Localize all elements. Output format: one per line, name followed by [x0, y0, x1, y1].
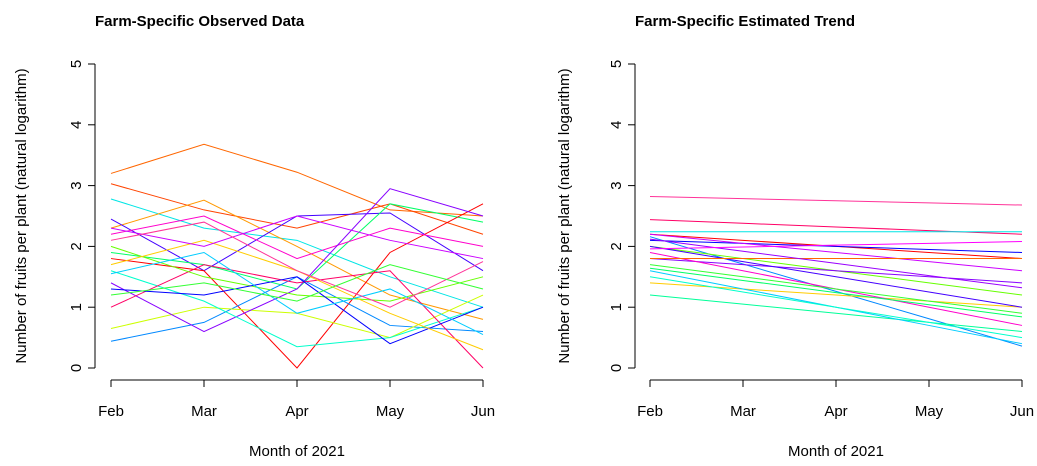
y-tick-label: 5	[608, 60, 625, 68]
chart-title: Farm-Specific Observed Data	[95, 13, 305, 30]
y-tick-label: 4	[68, 121, 85, 129]
series-line	[110, 198, 484, 308]
series-line	[110, 264, 484, 302]
series-line	[649, 294, 1023, 333]
series-line	[110, 212, 484, 272]
series-line	[110, 270, 484, 348]
series-line	[110, 215, 484, 260]
x-tick-label: Feb	[637, 403, 663, 420]
x-tick-label: Mar	[191, 403, 217, 420]
x-tick-label: Feb	[98, 403, 124, 420]
series-line	[110, 251, 484, 336]
x-axis-label: Month of 2021	[788, 443, 884, 460]
x-tick-label: Jun	[471, 403, 495, 420]
y-tick-label: 3	[608, 181, 625, 189]
x-tick-label: Jun	[1010, 403, 1034, 420]
chart-title: Farm-Specific Estimated Trend	[635, 13, 855, 30]
series-line	[110, 264, 484, 369]
y-tick-label: 0	[68, 364, 85, 372]
y-tick-label: 2	[68, 242, 85, 250]
y-tick-label: 4	[608, 121, 625, 129]
series-line	[110, 188, 484, 333]
series-line	[649, 264, 1023, 314]
x-tick-label: Apr	[285, 403, 308, 420]
y-tick-label: 3	[68, 181, 85, 189]
series-line	[649, 276, 1023, 339]
series-line	[649, 258, 1023, 284]
y-tick-label: 0	[608, 364, 625, 372]
series-line	[110, 221, 484, 308]
x-axis-label: Month of 2021	[249, 443, 345, 460]
series-line	[110, 183, 484, 235]
series-line	[110, 276, 484, 345]
y-tick-label: 2	[608, 242, 625, 250]
series-line	[649, 241, 1023, 250]
y-tick-label: 1	[608, 303, 625, 311]
x-tick-label: Apr	[824, 403, 847, 420]
series-line	[649, 233, 1023, 272]
y-axis-label: Number of fruits per plant (natural loga…	[13, 68, 30, 363]
series-line	[110, 215, 484, 260]
series-line	[110, 143, 484, 217]
y-axis-label: Number of fruits per plant (natural loga…	[556, 68, 573, 363]
series-line	[649, 267, 1023, 318]
series-line	[649, 239, 1023, 253]
x-tick-label: May	[915, 403, 944, 420]
y-tick-label: 5	[68, 60, 85, 68]
y-tick-label: 1	[68, 303, 85, 311]
series-line	[110, 245, 484, 302]
x-tick-label: Mar	[730, 403, 756, 420]
x-tick-label: May	[376, 403, 405, 420]
series-line	[649, 282, 1023, 308]
series-line	[649, 196, 1023, 206]
series-line	[649, 245, 1023, 308]
series-line	[649, 236, 1023, 347]
